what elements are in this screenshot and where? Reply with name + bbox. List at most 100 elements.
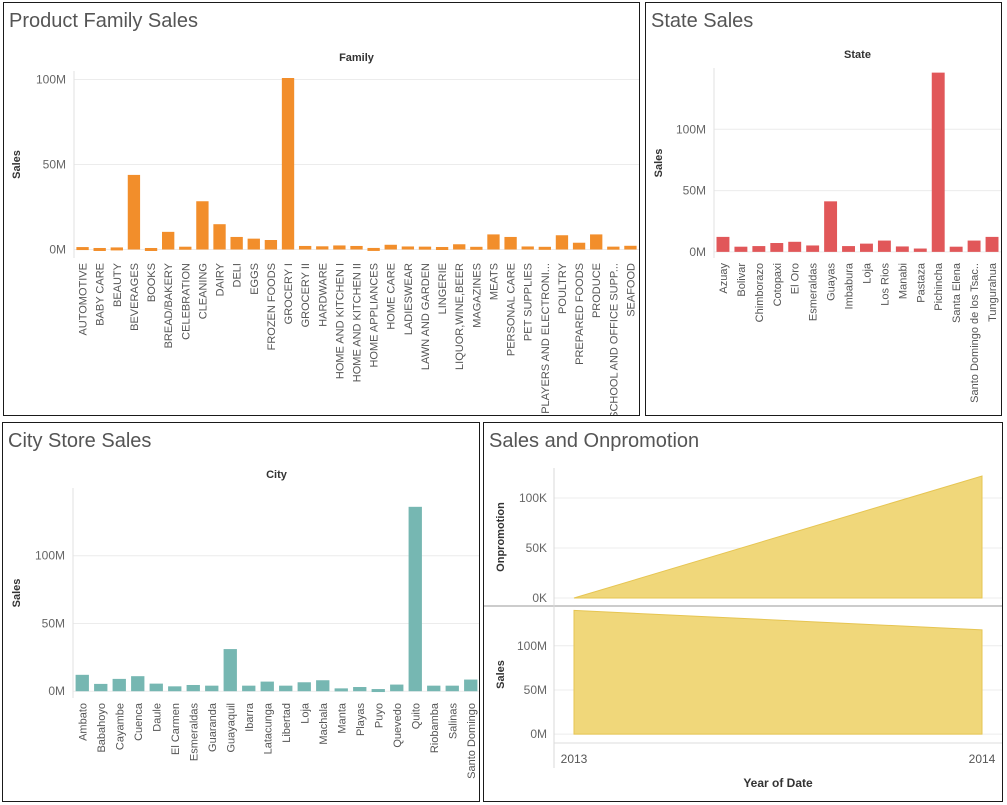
x-tick-label: HOME CARE — [386, 263, 398, 330]
panel-title: Product Family Sales — [9, 10, 198, 32]
x-tick-label: El Carmen — [170, 703, 182, 755]
x-tick-label: Guayas — [826, 263, 838, 301]
y-axis-label: Sales — [495, 660, 507, 689]
x-tick-label: Esmeraldas — [808, 263, 820, 322]
x-tick-label: AUTOMOTIVE — [78, 263, 90, 336]
x-axis-label: Year of Date — [743, 776, 813, 790]
bar — [427, 685, 441, 692]
y-tick-label: 100M — [676, 122, 706, 136]
x-tick-label: DELI — [232, 263, 244, 287]
bar — [112, 678, 126, 692]
y-axis-label: Onpromotion — [495, 502, 507, 572]
bar — [179, 246, 192, 250]
area-sales — [573, 609, 983, 735]
x-tick-label: Pastaza — [915, 262, 927, 303]
x-tick-label: BABY CARE — [95, 263, 107, 326]
column-header: City — [266, 469, 288, 481]
y-tick-label: 100K — [519, 491, 547, 505]
bar — [590, 234, 603, 250]
x-tick-label: Pichincha — [933, 262, 945, 311]
bar — [788, 241, 802, 252]
x-tick-label: CLEANING — [197, 263, 209, 319]
bar — [94, 683, 108, 692]
y-tick-label: 50M — [524, 683, 547, 697]
x-tick-label: Santo Domingo de los Tsac.. — [969, 263, 981, 403]
x-tick-label: LADIESWEAR — [403, 263, 415, 335]
x-tick-label: Ibarra — [244, 702, 256, 732]
x-tick-label: BOOKS — [146, 263, 158, 302]
y-tick-label: 0M — [49, 243, 66, 257]
bar — [860, 243, 873, 252]
bar — [931, 72, 945, 252]
bar — [186, 684, 200, 692]
bar — [260, 681, 274, 692]
bar — [75, 674, 89, 692]
bar — [131, 676, 145, 692]
x-tick-label: Santo Domingo — [466, 703, 478, 779]
bar — [967, 240, 981, 252]
bar — [408, 506, 422, 692]
x-tick-label: Ambato — [77, 703, 89, 741]
bar — [384, 244, 397, 250]
bar — [333, 245, 346, 250]
y-tick-label: 100M — [35, 549, 65, 563]
x-tick-label: 2013 — [561, 752, 588, 766]
x-tick-label: DAIRY — [215, 262, 227, 296]
x-tick-label: Latacunga — [262, 702, 274, 754]
x-tick-label: 2014 — [969, 752, 996, 766]
bar — [353, 687, 367, 692]
bar — [196, 201, 209, 250]
bar — [555, 235, 569, 250]
bar — [230, 236, 243, 250]
sales-onpromotion-area-chart: 0K 50K 100K Onpromotion 0M 50M 100M Sales 2013 20… — [484, 468, 1002, 790]
bar — [464, 679, 478, 692]
y-tick-label: 100M — [517, 639, 547, 653]
bar — [624, 245, 637, 250]
x-tick-label: Babahoyo — [96, 703, 108, 753]
bar — [445, 685, 459, 692]
x-tick-label: Cayambe — [114, 703, 126, 750]
x-tick-label: Loja — [861, 262, 873, 284]
bar — [247, 238, 260, 250]
x-tick-label: Manabi — [897, 263, 909, 299]
bar — [607, 246, 620, 250]
bar — [842, 246, 855, 252]
x-tick-label: PET SUPPLIES — [523, 263, 535, 341]
bar — [770, 243, 784, 252]
x-tick-label: Guayaquil — [225, 703, 237, 753]
x-tick-label: MEATS — [488, 263, 500, 300]
x-tick-label: Los Rios — [879, 263, 891, 306]
bar — [242, 685, 256, 692]
y-axis-label: Sales — [11, 150, 23, 179]
y-tick-label: 0M — [530, 727, 547, 741]
bar — [390, 684, 404, 692]
y-tick-label: 50M — [43, 158, 66, 172]
bar — [297, 682, 311, 692]
panel-product-family-sales: Product Family Sales Family Sales 0M 50M 100… — [3, 2, 640, 416]
x-tick-label: PLAYERS AND ELECTRONI... — [540, 263, 552, 414]
bar — [877, 240, 891, 252]
x-tick-label: Daule — [151, 703, 163, 732]
panel-city-store-sales: City Store Sales City Sales 0M 50M 100M Ambat… — [2, 422, 480, 802]
panel-title: Sales and Onpromotion — [489, 430, 700, 452]
bar — [895, 246, 909, 252]
bar — [504, 236, 517, 250]
x-tick-label: PERSONAL CARE — [506, 263, 518, 356]
x-tick-label: SCHOOL AND OFFICE SUPP... — [608, 263, 620, 416]
x-tick-label: Cotopaxi — [772, 263, 784, 306]
bar — [76, 247, 89, 251]
panel-title: State Sales — [651, 10, 754, 32]
x-tick-label: Chimborazo — [754, 263, 766, 322]
x-tick-label: Esmeraldas — [188, 703, 200, 762]
y-tick-label: 100M — [36, 73, 66, 87]
x-tick-label: GROCERY II — [300, 263, 312, 327]
bar — [538, 246, 551, 250]
bar — [487, 234, 500, 250]
bar — [418, 246, 432, 250]
x-tick-label: POULTRY — [557, 262, 569, 314]
y-tick-label: 0M — [48, 684, 65, 698]
x-tick-label: Cuenca — [133, 702, 145, 741]
x-tick-label: HOME APPLIANCES — [369, 263, 381, 368]
y-tick-label: 50K — [526, 541, 547, 555]
x-tick-label: BREAD/BAKERY — [163, 262, 175, 348]
